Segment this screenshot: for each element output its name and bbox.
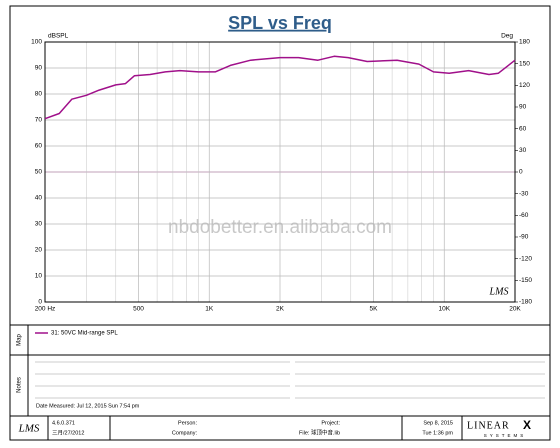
y-tick-label: 50 xyxy=(35,169,43,176)
brand: LINEAR xyxy=(467,420,510,431)
series-line xyxy=(44,55,516,120)
footer-logo: LMS xyxy=(18,423,40,435)
x-tick-label: 1K xyxy=(205,306,214,313)
legend-label: 31: 50VC Mid-range SPL xyxy=(51,331,118,337)
y2-tick-label: 120 xyxy=(519,82,530,89)
y2-tick-label: -180 xyxy=(519,299,532,306)
map-label: Map xyxy=(17,334,23,346)
y2-tick-label: 150 xyxy=(519,60,530,67)
y-tick-label: 20 xyxy=(35,247,43,254)
y-tick-label: 60 xyxy=(35,143,43,150)
print-date: Sep 8, 2015 xyxy=(423,420,453,426)
y-tick-label: 90 xyxy=(35,65,43,72)
panel-frame xyxy=(9,324,551,441)
x-tick-label: 20K xyxy=(509,306,521,313)
y-axis-label: dBSPL xyxy=(48,33,69,40)
y2-tick-label: 60 xyxy=(519,125,527,132)
y2-axis-label: Deg xyxy=(501,33,513,40)
y-tick-label: 80 xyxy=(35,91,43,98)
release-date: 三月/27/2012 xyxy=(52,429,84,436)
file: File: 球顶中音.lib xyxy=(299,428,340,436)
footer-dividers xyxy=(47,416,463,440)
brand-sub: SYSTEMS xyxy=(484,433,527,438)
y2-tick-label: -120 xyxy=(519,255,532,262)
company: Company: xyxy=(172,430,198,436)
y2-tick-label: -60 xyxy=(519,212,529,219)
y2-tick-label: -150 xyxy=(519,277,532,284)
y-tick-label: 40 xyxy=(35,195,43,202)
y2-tick-label: 0 xyxy=(519,169,523,176)
y-tick-label: 0 xyxy=(38,299,42,306)
print-time: Tue 1:36 pm xyxy=(422,430,453,436)
note-lines xyxy=(35,361,545,399)
y2-tick-label: -90 xyxy=(519,234,529,241)
brand-x: X xyxy=(523,418,531,432)
notes-label: Notes xyxy=(17,377,23,393)
plot-frame xyxy=(44,41,516,303)
date-measured: Date Measured: Jul 12, 2015 Sun 7:54 pm xyxy=(36,403,140,409)
chart-title: SPL vs Freq xyxy=(228,13,332,33)
y-tick-label: 10 xyxy=(35,273,43,280)
x-tick-label: 200 Hz xyxy=(35,306,56,313)
y-tick-label: 70 xyxy=(35,117,43,124)
person: Person: xyxy=(178,420,197,426)
y2-tick-label: 30 xyxy=(519,147,527,154)
plot-logo: LMS xyxy=(489,286,509,297)
y2-tick-label: 90 xyxy=(519,104,527,111)
version: 4.6.0.371 xyxy=(52,420,75,426)
project: Project: xyxy=(321,420,340,426)
y-tick-label: 100 xyxy=(31,39,42,46)
x-tick-label: 2K xyxy=(276,306,285,313)
x-tick-label: 10K xyxy=(438,306,450,313)
y-tick-label: 30 xyxy=(35,221,43,228)
x-tick-label: 500 xyxy=(133,306,144,313)
x-tick-label: 5K xyxy=(370,306,379,313)
y2-tick-label: -30 xyxy=(519,190,529,197)
y2-tick-label: 180 xyxy=(519,39,530,46)
